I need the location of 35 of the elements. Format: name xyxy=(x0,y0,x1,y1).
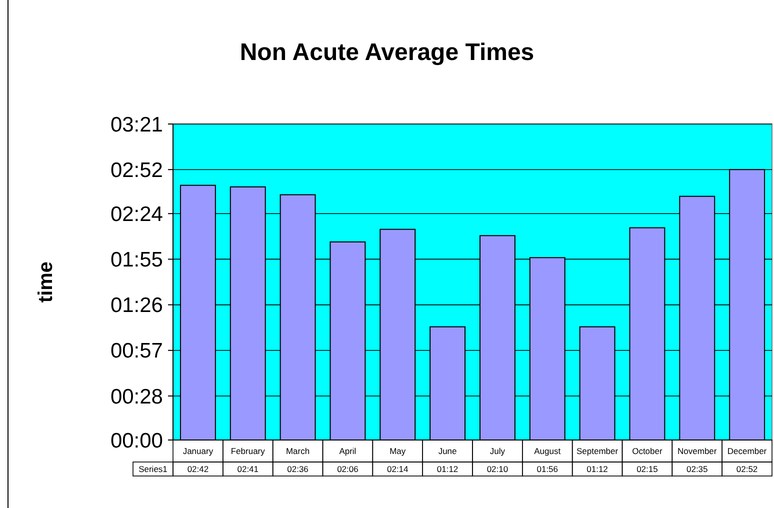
y-tick-label: 00:28 xyxy=(110,385,163,408)
y-tick-label: 00:57 xyxy=(110,340,163,363)
x-tick-label: September xyxy=(576,446,618,456)
data-label: 01:12 xyxy=(436,464,458,474)
data-label: 02:41 xyxy=(237,464,259,474)
data-label: 02:15 xyxy=(636,464,658,474)
x-tick-label: October xyxy=(632,446,662,456)
data-label: 02:36 xyxy=(287,464,309,474)
y-tick-label: 02:24 xyxy=(110,202,164,226)
x-tick-label: March xyxy=(286,446,310,456)
y-tick-label: 01:55 xyxy=(110,248,163,272)
y-tick-label: 01:26 xyxy=(110,294,163,318)
y-tick-label: 03:21 xyxy=(110,113,163,136)
x-tick-label: January xyxy=(182,446,214,456)
x-tick-label: February xyxy=(230,446,266,456)
chart-title: Non Acute Average Times xyxy=(240,39,534,66)
x-tick-label: July xyxy=(490,446,506,456)
y-tick-label: 00:00 xyxy=(110,429,163,452)
x-tick-label: May xyxy=(390,446,406,456)
data-label: 02:52 xyxy=(736,464,758,474)
x-tick-label: April xyxy=(339,446,356,456)
y-tick-label: 02:52 xyxy=(110,158,163,182)
data-label: 02:06 xyxy=(337,464,359,474)
x-tick-label: December xyxy=(727,446,767,456)
x-tick-label: November xyxy=(678,446,717,456)
data-label: 02:35 xyxy=(686,464,708,474)
data-label: 01:56 xyxy=(536,464,558,474)
data-label: 02:42 xyxy=(187,464,209,474)
text: Series1 xyxy=(138,464,168,474)
y-axis-title: time xyxy=(35,261,57,303)
x-tick-label: June xyxy=(438,446,458,456)
data-label: 02:14 xyxy=(386,464,409,474)
x-tick-label: August xyxy=(534,446,562,456)
data-label: 02:10 xyxy=(486,464,508,474)
data-label: 01:12 xyxy=(586,464,608,474)
